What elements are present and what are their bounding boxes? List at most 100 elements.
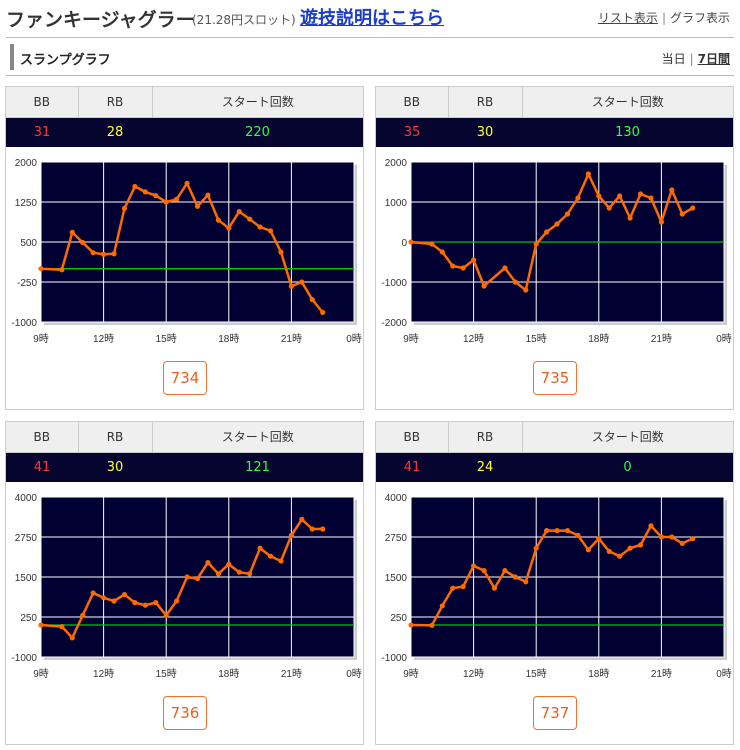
- data-point: [288, 283, 294, 289]
- x-tick-label: 12時: [463, 333, 484, 345]
- data-point: [596, 536, 602, 542]
- start-count-header: スタート回数: [151, 87, 363, 118]
- data-point: [669, 187, 675, 193]
- machine-number-button[interactable]: 736: [163, 696, 207, 730]
- data-point: [163, 199, 169, 205]
- data-point: [278, 249, 284, 255]
- x-tick-label: 21時: [281, 333, 302, 345]
- y-tick-label: -1000: [381, 278, 407, 289]
- start-count-header: スタート回数: [521, 87, 733, 118]
- slump-graph: -1000 250 1500 2750 4000 9時 12時 15時 18時 21時 0時: [381, 493, 732, 680]
- bb-header: BB: [376, 422, 449, 453]
- y-tick-label: 2750: [385, 533, 408, 544]
- bb-count: 31: [6, 117, 78, 147]
- rb-header: RB: [447, 422, 523, 453]
- y-tick-label: 1500: [15, 573, 38, 584]
- y-tick-label: 2000: [15, 158, 38, 169]
- x-tick-label: 18時: [218, 333, 239, 345]
- y-tick-label: 2000: [385, 158, 408, 169]
- data-point: [267, 553, 274, 559]
- x-tick-label: 0時: [716, 668, 732, 680]
- x-tick-label: 9時: [33, 333, 49, 345]
- data-point: [38, 622, 44, 628]
- data-point: [205, 192, 211, 198]
- y-tick-label: -250: [17, 278, 37, 289]
- machine-card: BB RB スタート回数 31 28 220 -1000 -250 500 1250 2000 9時 1…: [5, 86, 364, 410]
- data-point: [38, 266, 44, 272]
- machine-number-button[interactable]: 735: [533, 361, 577, 395]
- data-point: [471, 563, 477, 569]
- slump-graph: -1000 250 1500 2750 4000 9時 12時 15時 18時 21時 0時: [11, 493, 361, 680]
- data-point: [132, 183, 138, 190]
- bb-count: 41: [6, 452, 78, 482]
- data-point: [257, 545, 263, 551]
- rules-link[interactable]: 遊技説明はこちら: [300, 8, 444, 29]
- start-count: 220: [152, 117, 363, 147]
- machine-number-button[interactable]: 734: [163, 361, 207, 395]
- data-point: [80, 612, 86, 618]
- data-point: [236, 209, 242, 215]
- machine-card: BB RB スタート回数 41 24 0 -1000 250 1500 2750 4000 9時 12時…: [375, 421, 734, 745]
- data-point: [502, 568, 508, 574]
- data-point: [194, 203, 201, 209]
- machine-card: BB RB スタート回数 41 30 121 -1000 250 1500 2750 4000 9時 1…: [5, 421, 364, 745]
- x-tick-label: 0時: [716, 333, 732, 345]
- start-count-header: スタート回数: [521, 422, 733, 453]
- data-point: [544, 528, 550, 534]
- data-point: [606, 548, 612, 554]
- data-point: [247, 571, 253, 577]
- x-tick-label: 9時: [33, 668, 49, 680]
- data-point: [606, 205, 612, 211]
- data-point: [408, 239, 414, 245]
- rb-header: RB: [447, 87, 523, 118]
- y-tick-label: 1000: [385, 198, 408, 209]
- y-tick-label: 250: [20, 613, 37, 624]
- data-point: [320, 526, 326, 532]
- x-tick-label: 18時: [588, 668, 609, 680]
- data-point: [648, 195, 654, 201]
- x-tick-label: 9時: [403, 668, 419, 680]
- list-view-link[interactable]: リスト表示: [597, 11, 658, 25]
- data-point: [523, 287, 529, 293]
- data-point: [142, 602, 148, 608]
- slump-graph-section-header: スランプグラフ 当日 | 7日間: [6, 42, 734, 72]
- y-tick-label: -2000: [381, 318, 407, 329]
- data-point: [299, 279, 305, 285]
- data-point: [226, 561, 232, 567]
- section-divider: [6, 75, 734, 76]
- data-point: [288, 532, 294, 538]
- view-switch: リスト表示 | グラフ表示: [598, 9, 730, 26]
- bb-count: 35: [376, 117, 448, 147]
- machine-number-button[interactable]: 737: [533, 696, 577, 730]
- period-7days-link[interactable]: 7日間: [697, 52, 730, 66]
- data-point: [174, 196, 180, 202]
- data-point: [512, 574, 518, 580]
- data-point: [59, 624, 65, 630]
- x-tick-label: 9時: [403, 333, 419, 345]
- bb-header: BB: [376, 87, 449, 118]
- data-point: [163, 612, 169, 618]
- y-tick-label: -1000: [11, 653, 37, 664]
- data-point: [460, 265, 466, 271]
- data-point: [564, 528, 571, 534]
- y-tick-label: 500: [20, 238, 37, 249]
- data-point: [121, 592, 128, 598]
- x-tick-label: 15時: [526, 668, 547, 680]
- data-point: [194, 576, 201, 582]
- data-point: [627, 215, 633, 221]
- y-tick-label: 1500: [385, 573, 408, 584]
- data-point: [554, 528, 560, 534]
- data-point: [278, 558, 284, 564]
- data-point: [585, 547, 591, 553]
- data-point: [429, 622, 435, 628]
- data-point: [533, 241, 539, 247]
- y-tick-label: 1250: [15, 198, 38, 209]
- data-point: [174, 598, 180, 604]
- rb-header: RB: [77, 87, 153, 118]
- data-point: [669, 534, 675, 540]
- data-point: [637, 191, 644, 197]
- data-point: [257, 224, 263, 230]
- data-point: [236, 569, 242, 575]
- data-point: [111, 598, 117, 604]
- y-tick-label: -1000: [381, 653, 407, 664]
